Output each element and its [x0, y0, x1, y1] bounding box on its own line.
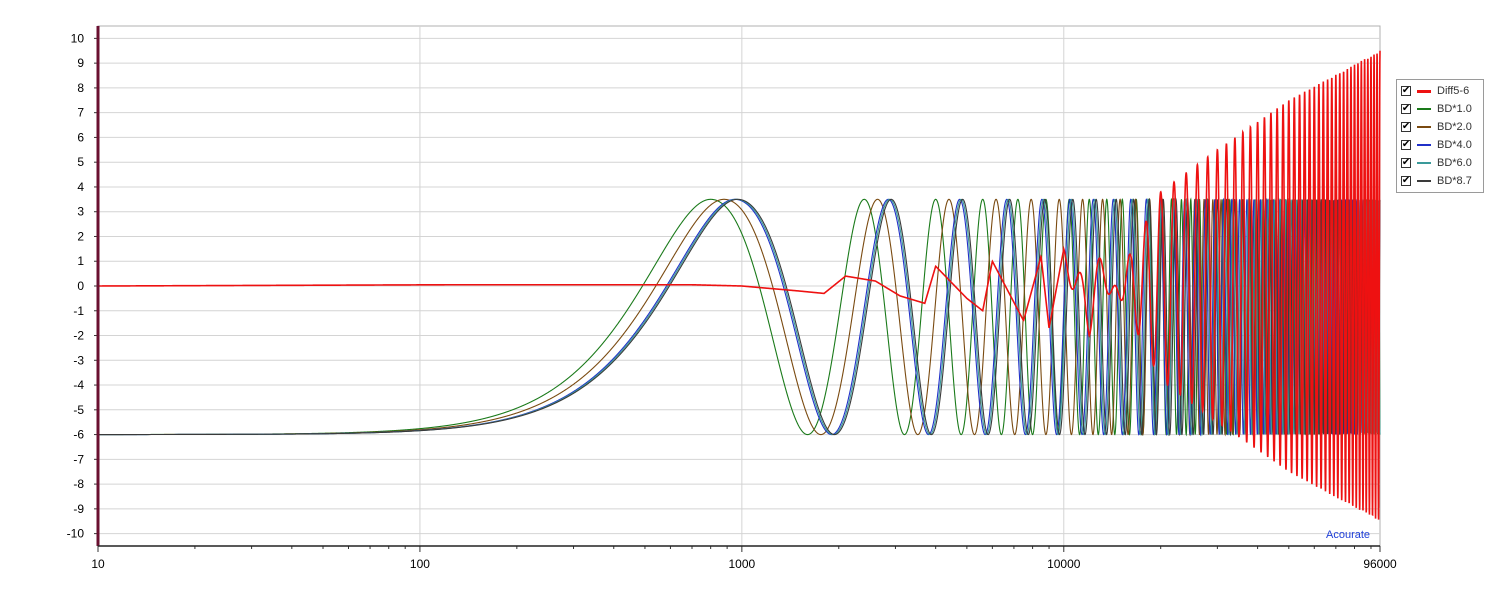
y-tick-label: -4: [73, 378, 84, 392]
legend-label: BD*2.0: [1437, 121, 1472, 133]
legend-item-bd-4-0[interactable]: ✔ BD*4.0: [1401, 136, 1483, 154]
y-tick-label: 0: [77, 279, 84, 293]
x-tick-label: 1000: [729, 557, 756, 571]
series-diff5-6: [98, 50, 1381, 520]
legend-checkbox[interactable]: ✔: [1401, 139, 1411, 150]
legend-label: BD*8.7: [1437, 175, 1472, 187]
y-tick-label: -2: [73, 329, 84, 343]
legend-checkbox[interactable]: ✔: [1401, 157, 1411, 168]
legend-checkbox[interactable]: ✔: [1401, 85, 1411, 96]
legend-item-bd-2-0[interactable]: ✔ BD*2.0: [1401, 118, 1483, 136]
legend-label: BD*4.0: [1437, 139, 1472, 151]
chart-curves: [98, 50, 1381, 520]
y-tick-label: -1: [73, 304, 84, 318]
y-tick-label: -9: [73, 502, 84, 516]
legend-item-bd-6-0[interactable]: ✔ BD*6.0: [1401, 154, 1483, 172]
y-tick-label: 6: [77, 130, 84, 144]
y-tick-label: 9: [77, 56, 84, 70]
legend-swatch: [1417, 144, 1431, 146]
series-bd-8-7: [98, 197, 1381, 437]
y-tick-label: 7: [77, 106, 84, 120]
y-tick-label: 5: [77, 155, 84, 169]
legend-item-diff5-6[interactable]: ✔ Diff5-6: [1401, 82, 1483, 100]
legend-swatch: [1417, 162, 1431, 164]
legend-checkbox[interactable]: ✔: [1401, 103, 1411, 114]
legend-swatch: [1417, 180, 1431, 182]
legend: ✔ Diff5-6 ✔ BD*1.0 ✔ BD*2.0 ✔ BD*4.0 ✔ B…: [1396, 79, 1484, 193]
y-tick-label: 8: [77, 81, 84, 95]
legend-swatch: [1417, 108, 1431, 110]
y-tick-label: -5: [73, 403, 84, 417]
y-tick-label: -6: [73, 428, 84, 442]
x-tick-label: 10: [91, 557, 105, 571]
y-tick-label: 3: [77, 205, 84, 219]
x-tick-label: 100: [410, 557, 430, 571]
x-tick-label: 10000: [1047, 557, 1081, 571]
y-tick-label: -3: [73, 353, 84, 367]
legend-item-bd-1-0[interactable]: ✔ BD*1.0: [1401, 100, 1483, 118]
y-tick-label: 1: [77, 254, 84, 268]
legend-checkbox[interactable]: ✔: [1401, 121, 1411, 132]
legend-swatch: [1417, 126, 1431, 128]
y-tick-label: 2: [77, 229, 84, 243]
y-tick-label: 4: [77, 180, 84, 194]
legend-label: BD*6.0: [1437, 157, 1472, 169]
chart-axes: [94, 26, 1381, 552]
x-tick-label: 96000: [1363, 557, 1397, 571]
legend-swatch: [1417, 89, 1431, 93]
watermark-text: Acourate: [1326, 529, 1371, 541]
y-tick-label: -7: [73, 452, 84, 466]
y-tick-label: -10: [67, 527, 85, 541]
legend-checkbox[interactable]: ✔: [1401, 175, 1411, 186]
y-tick-label: 10: [71, 31, 85, 45]
legend-item-bd-8-7[interactable]: ✔ BD*8.7: [1401, 172, 1483, 190]
y-tick-label: -8: [73, 477, 84, 491]
legend-label: Diff5-6: [1437, 85, 1470, 97]
legend-label: BD*1.0: [1437, 103, 1472, 115]
